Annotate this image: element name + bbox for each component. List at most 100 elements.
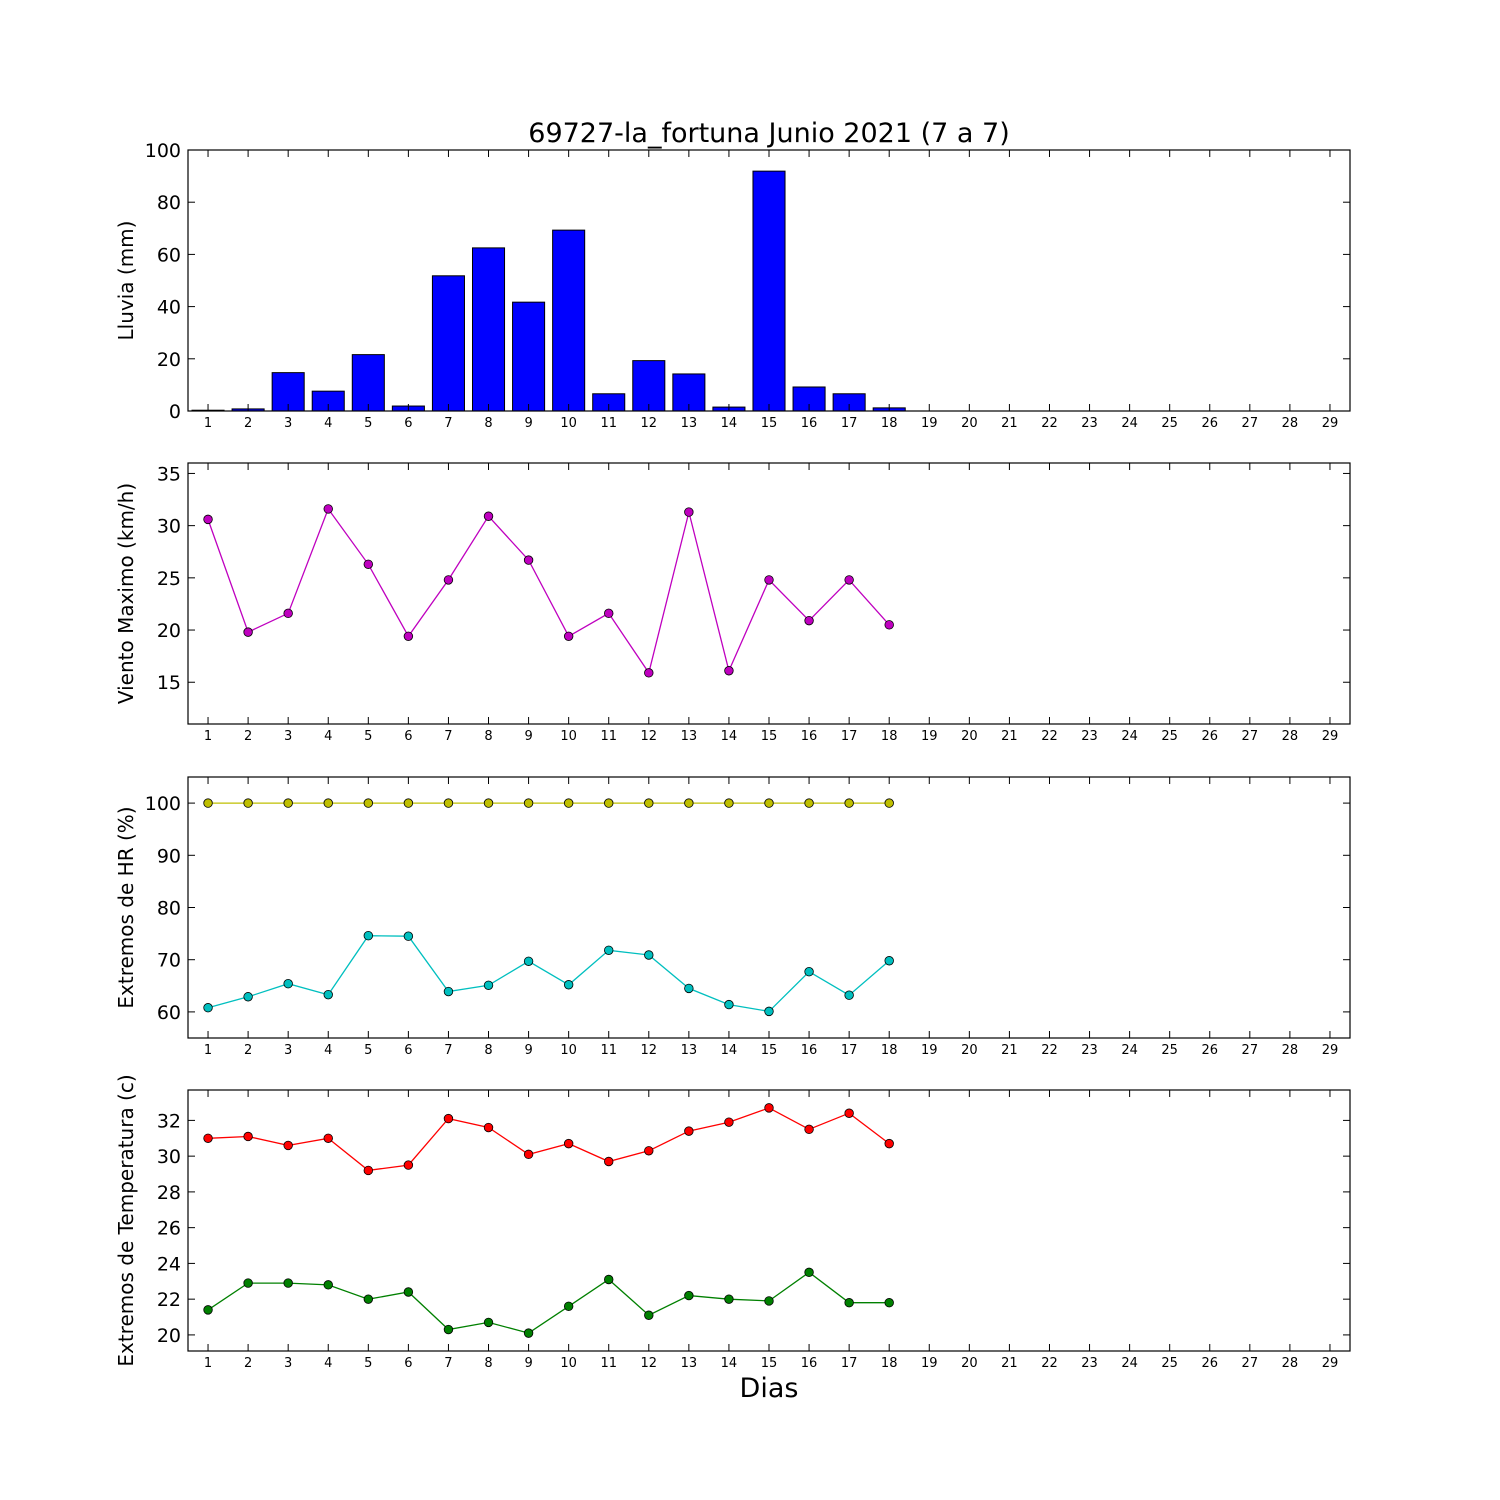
data-point [764, 1103, 774, 1113]
x-tick-label: 24 [1121, 729, 1138, 744]
data-point [323, 989, 333, 1000]
data-point [684, 1126, 694, 1136]
bar [471, 247, 506, 412]
x-tick-label: 2 [244, 416, 252, 431]
x-tick-label: 16 [801, 416, 818, 431]
x-tick-label: 12 [641, 1356, 658, 1371]
data-point [403, 631, 414, 642]
data-point [764, 1006, 774, 1017]
x-tick-label: 14 [721, 1043, 738, 1058]
data-point [443, 575, 454, 585]
x-tick-label: 6 [404, 416, 412, 431]
x-tick-label: 22 [1041, 416, 1058, 431]
x-tick-label: 4 [324, 1043, 332, 1058]
x-tick-label: 7 [444, 1356, 452, 1371]
x-tick-label: 27 [1242, 1043, 1259, 1058]
data-point [724, 1294, 734, 1304]
bar [351, 354, 385, 412]
data-point [644, 1310, 654, 1320]
x-tick-label: 28 [1282, 1043, 1299, 1058]
data-point [724, 798, 734, 808]
data-point [563, 798, 574, 808]
x-tick-label: 13 [681, 416, 698, 431]
y-tick-label: 28 [157, 1182, 181, 1204]
x-tick-label: 10 [560, 729, 577, 744]
data-point [363, 1294, 374, 1304]
x-tick-label: 18 [881, 1043, 898, 1058]
x-tick-label: 12 [641, 416, 658, 431]
x-tick-label: 20 [961, 1356, 978, 1371]
y-tick-label: 15 [157, 672, 181, 694]
x-tick-label: 26 [1201, 1043, 1218, 1058]
x-tick-label: 7 [444, 729, 452, 744]
x-tick-label: 24 [1121, 416, 1138, 431]
y-tick-label: 22 [157, 1289, 181, 1311]
x-tick-label: 5 [364, 416, 372, 431]
x-tick-label: 11 [600, 1043, 617, 1058]
data-point [804, 798, 814, 808]
x-tick-label: 13 [681, 1356, 698, 1371]
data-point [884, 1298, 894, 1308]
data-point [563, 1138, 574, 1149]
x-tick-label: 1 [204, 1043, 212, 1058]
series-line-2 [207, 935, 890, 1013]
data-point [523, 555, 534, 565]
data-point [884, 1138, 894, 1149]
x-tick-label: 6 [404, 729, 412, 744]
data-point [563, 980, 574, 990]
chart-title: 69727-la_fortuna Junio 2021 (7 a 7) [528, 118, 1009, 149]
x-tick-label: 3 [284, 1356, 292, 1371]
x-tick-label: 1 [204, 729, 212, 744]
x-tick-label: 6 [404, 1043, 412, 1058]
x-tick-label: 25 [1161, 416, 1178, 431]
x-tick-label: 13 [681, 729, 698, 744]
data-point [443, 986, 454, 997]
data-point [684, 798, 694, 808]
data-point [363, 559, 374, 569]
data-point [684, 1290, 694, 1301]
data-point [644, 950, 654, 960]
x-tick-label: 10 [560, 1356, 577, 1371]
x-tick-label: 3 [284, 729, 292, 744]
x-tick-label: 20 [961, 416, 978, 431]
x-tick-label: 4 [324, 729, 332, 744]
x-tick-label: 24 [1121, 1043, 1138, 1058]
x-tick-label: 23 [1081, 416, 1098, 431]
data-point [604, 608, 614, 619]
y-tick-label: 40 [157, 297, 181, 319]
data-point [684, 983, 694, 994]
x-tick-label: 17 [841, 416, 858, 431]
data-point [724, 999, 734, 1010]
x-tick-label: 4 [324, 416, 332, 431]
data-point [644, 668, 654, 678]
x-tick-label: 3 [284, 416, 292, 431]
data-point [804, 615, 814, 626]
x-tick-label: 1 [204, 1356, 212, 1371]
x-tick-label: 2 [244, 1356, 252, 1371]
y-tick-label: 100 [145, 140, 181, 162]
data-point [363, 1165, 374, 1176]
x-tick-label: 19 [921, 729, 938, 744]
x-tick-label: 6 [404, 1356, 412, 1371]
data-point [604, 945, 614, 956]
data-point [804, 967, 814, 977]
y-tick-label: 100 [145, 793, 181, 815]
data-point [523, 1149, 534, 1160]
x-tick-label: 18 [881, 729, 898, 744]
y-tick-label: 25 [157, 568, 181, 590]
x-tick-label: 14 [721, 416, 738, 431]
x-tick-label: 29 [1322, 1043, 1339, 1058]
data-point [403, 1160, 414, 1170]
x-tick-label: 21 [1001, 729, 1018, 744]
data-point [844, 575, 854, 585]
data-point [764, 798, 774, 808]
data-point [724, 1117, 734, 1127]
data-point [604, 1274, 614, 1285]
data-point [884, 956, 894, 966]
data-point [243, 1278, 253, 1288]
x-axis-label: Dias [740, 1373, 799, 1404]
data-point [764, 575, 774, 585]
x-tick-label: 17 [841, 729, 858, 744]
data-point [283, 798, 293, 808]
